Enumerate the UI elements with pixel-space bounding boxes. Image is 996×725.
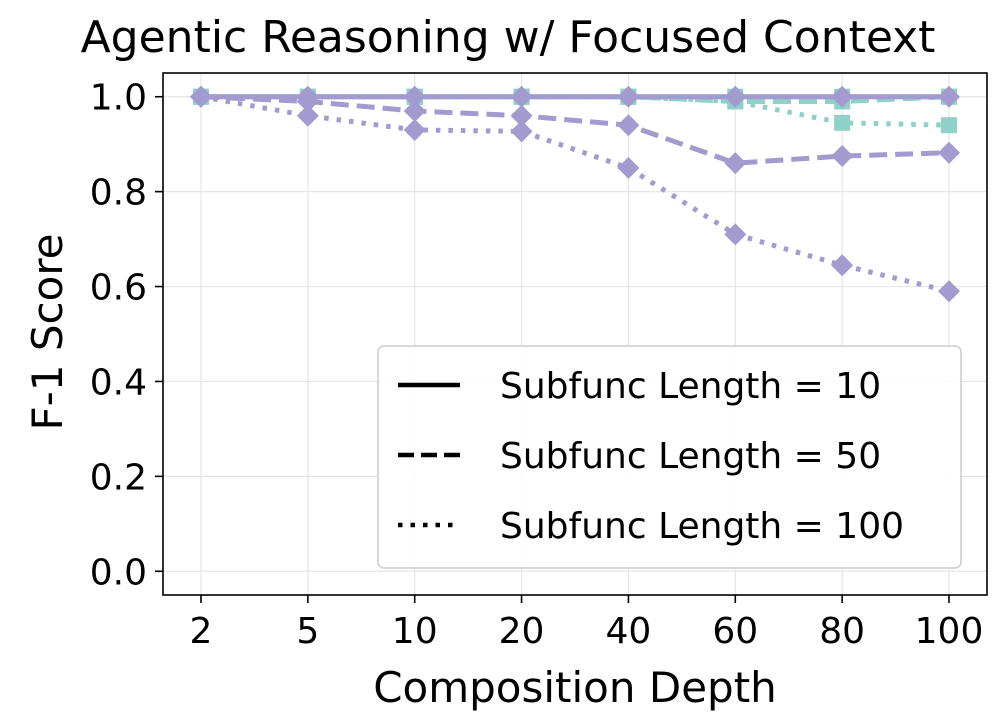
legend: Subfunc Length = 10 Subfunc Length = 50 …	[377, 345, 962, 569]
legend-box	[377, 345, 962, 569]
x-tick-label: 20	[499, 611, 545, 652]
data-point	[938, 141, 960, 164]
y-tick-label: 0.6	[90, 268, 147, 309]
x-tick-label: 2	[190, 611, 213, 652]
y-tick-label: 1.0	[90, 78, 147, 119]
data-point	[510, 104, 533, 127]
data-point	[724, 85, 747, 108]
series-group	[190, 85, 960, 108]
data-point	[510, 85, 533, 108]
data-point	[617, 114, 640, 137]
data-point	[831, 85, 854, 108]
data-point	[510, 120, 533, 143]
x-tick-label: 40	[606, 611, 652, 652]
legend-label-dotted: Subfunc Length = 100	[500, 506, 904, 547]
data-point	[831, 254, 854, 277]
data-point	[724, 152, 747, 175]
data-point	[190, 85, 212, 108]
series-line	[200, 94, 950, 294]
y-tick-label: 0.8	[90, 173, 147, 214]
data-point	[403, 85, 426, 108]
data-point	[831, 145, 854, 168]
data-point	[403, 118, 426, 141]
series-layer	[190, 85, 960, 303]
data-point	[938, 280, 960, 303]
data-point	[296, 104, 319, 127]
x-tick-label: 80	[819, 611, 865, 652]
x-tick-label: 60	[712, 611, 758, 652]
data-point	[403, 99, 426, 122]
y-axis-label: F-1 Score	[23, 233, 72, 430]
x-tick-label: 100	[915, 611, 984, 652]
data-point	[617, 85, 640, 108]
series-line	[201, 94, 950, 128]
legend-label-solid: Subfunc Length = 10	[500, 366, 881, 407]
series-group	[190, 85, 960, 303]
series-line	[200, 94, 950, 166]
plot-frame	[162, 72, 988, 596]
data-point	[296, 90, 319, 113]
data-point	[834, 114, 851, 131]
x-tick-label: 5	[296, 611, 319, 652]
x-axis-label: Composition Depth	[373, 663, 777, 712]
axes: 2 5 10 20 40 60 80 100 0.0 0.2 0.4 0.6 0.8 1.0	[90, 72, 988, 652]
chart-title: Agentic Reasoning w/ Focused Context	[81, 12, 936, 63]
data-point	[938, 85, 960, 108]
data-point	[724, 223, 747, 246]
y-tick-label: 0.2	[90, 457, 147, 498]
legend-label-dashed: Subfunc Length = 50	[500, 436, 881, 477]
data-point	[941, 117, 957, 134]
y-tick-label: 0.0	[90, 552, 147, 593]
data-point	[617, 156, 640, 179]
y-tick-label: 0.4	[90, 362, 147, 403]
x-tick-label: 10	[392, 611, 438, 652]
